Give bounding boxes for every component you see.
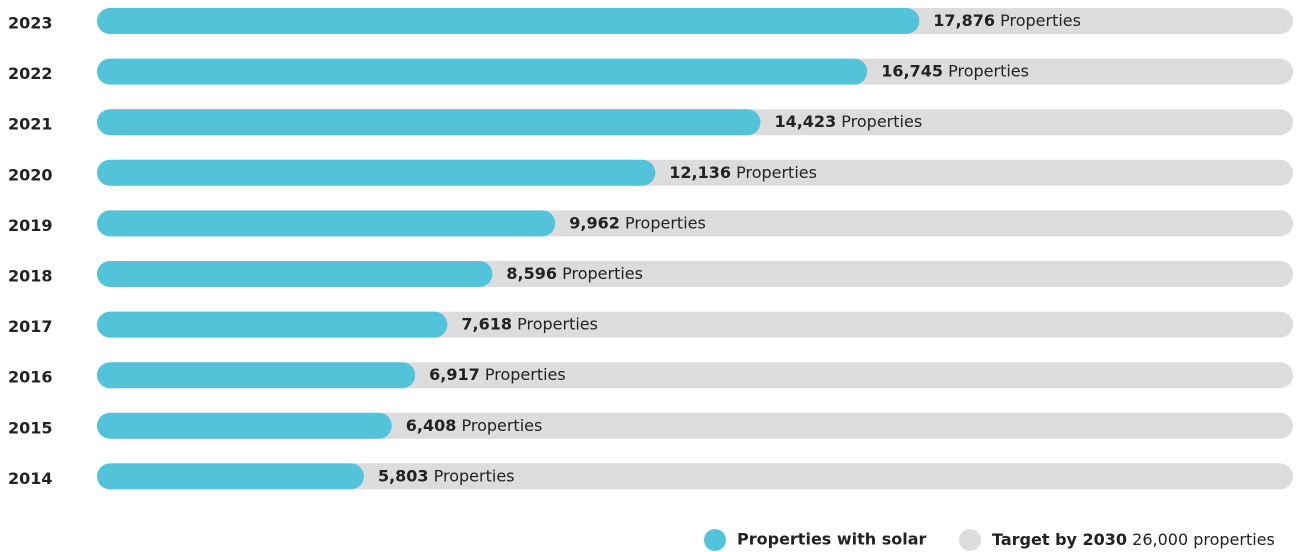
bar [97,210,556,237]
value-number: 8,596 [506,264,557,283]
value-number: 14,423 [774,112,836,131]
value-label: 12,136 Properties [669,162,817,181]
legend-swatch [959,529,981,551]
value-number: 6,917 [429,365,480,384]
value-suffix: Properties [736,162,817,181]
legend-label: Properties with solar [737,530,927,549]
value-number: 6,408 [406,415,457,434]
y-tick-label: 2023 [8,14,53,33]
y-tick-label: 2020 [8,165,53,184]
y-tick-label: 2017 [8,317,53,336]
y-tick-label: 2022 [8,64,53,83]
bar [97,362,416,389]
value-label: 6,408 Properties [406,415,543,434]
value-label: 9,962 Properties [569,213,706,232]
target-track [97,463,1293,490]
value-suffix: Properties [841,112,922,131]
bar [97,159,656,186]
value-label: 5,803 Properties [378,466,515,485]
value-label: 6,917 Properties [429,365,566,384]
value-label: 8,596 Properties [506,264,643,283]
value-label: 14,423 Properties [774,112,922,131]
bar [97,463,364,490]
bar [97,412,392,439]
y-tick-label: 2015 [8,418,53,437]
bar [97,8,920,34]
bar [97,261,493,287]
value-suffix: Properties [517,314,598,333]
target-track [97,412,1293,439]
value-label: 17,876 Properties [933,11,1081,30]
bar [97,58,868,85]
value-number: 12,136 [669,162,731,181]
value-label: 16,745 Properties [881,61,1029,80]
value-suffix: Properties [948,61,1029,80]
value-number: 5,803 [378,466,429,485]
legend-swatch [704,529,726,551]
value-number: 16,745 [881,61,943,80]
value-number: 9,962 [569,213,620,232]
y-tick-label: 2019 [8,216,53,235]
value-suffix: Properties [562,264,643,283]
value-suffix: Properties [485,365,566,384]
value-number: 7,618 [461,314,512,333]
value-suffix: Properties [1000,11,1081,30]
y-tick-label: 2014 [8,469,53,488]
target-name: Target by 2030 [992,530,1127,549]
target-label: 26,000 properties [1132,530,1275,549]
value-number: 17,876 [933,11,995,30]
value-suffix: Properties [625,213,706,232]
y-tick-label: 2021 [8,115,53,134]
value-suffix: Properties [434,466,515,485]
legend-label: Target by 2030 26,000 properties [992,530,1275,549]
value-suffix: Properties [461,415,542,434]
y-tick-label: 2018 [8,267,53,286]
y-tick-label: 2016 [8,368,53,387]
bar [97,109,761,136]
value-label: 7,618 Properties [461,314,598,333]
bar [97,311,448,338]
